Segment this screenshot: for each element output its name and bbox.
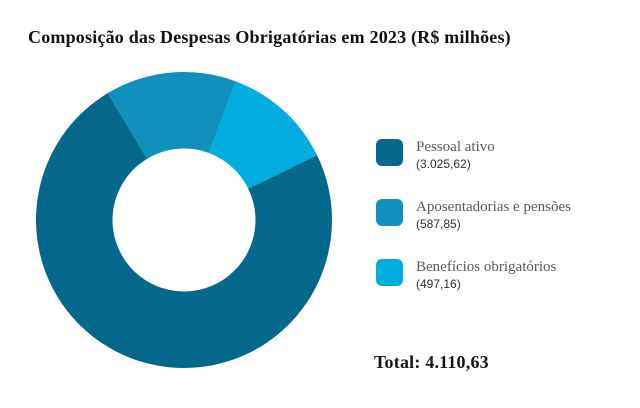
legend-swatch-aposentadorias	[376, 199, 403, 226]
chart-title: Composição das Despesas Obrigatórias em …	[28, 27, 511, 47]
donut-segment-2[interactable]	[208, 81, 318, 189]
legend-text: Aposentadorias e pensões (587,85)	[416, 199, 571, 231]
donut-segment-0[interactable]	[35, 93, 332, 368]
legend-label: Pessoal ativo	[416, 139, 495, 155]
legend-item-pessoal-ativo: Pessoal ativo (3.025,62)	[376, 139, 571, 171]
legend-item-beneficios: Benefícios obrigatórios (497,16)	[376, 259, 571, 291]
legend-text: Pessoal ativo (3.025,62)	[416, 139, 495, 171]
legend-swatch-pessoal-ativo	[376, 139, 403, 166]
legend-swatch-beneficios	[376, 259, 403, 286]
donut-chart	[35, 72, 332, 368]
legend: Pessoal ativo (3.025,62) Aposentadorias …	[376, 139, 571, 291]
legend-value: (3.025,62)	[416, 157, 471, 171]
legend-label: Benefícios obrigatórios	[416, 259, 557, 275]
legend-item-aposentadorias: Aposentadorias e pensões (587,85)	[376, 199, 571, 231]
donut-chart-area	[35, 72, 332, 368]
legend-label: Aposentadorias e pensões	[416, 199, 571, 215]
legend-text: Benefícios obrigatórios (497,16)	[416, 259, 556, 291]
legend-value: (587,85)	[416, 217, 461, 231]
legend-value: (497,16)	[416, 277, 461, 291]
total-label: Total: 4.110,63	[374, 352, 489, 372]
donut-segment-1[interactable]	[107, 72, 236, 159]
